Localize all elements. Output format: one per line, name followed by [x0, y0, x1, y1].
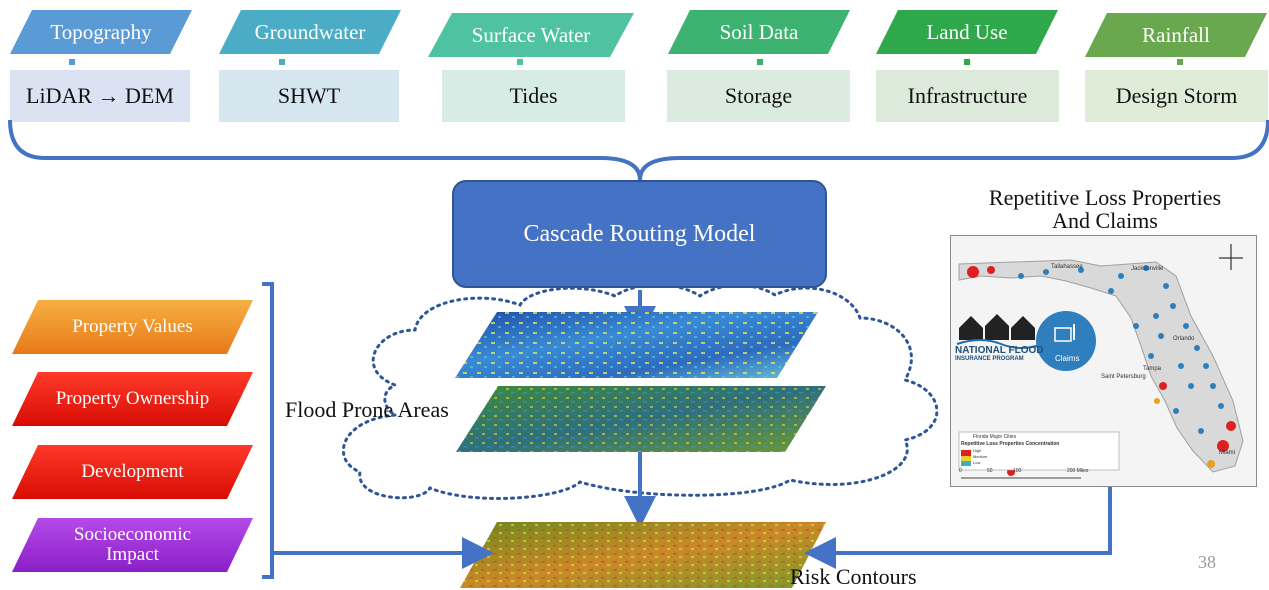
city-tampa: Tampa	[1143, 366, 1162, 372]
scale-100: 100	[1013, 468, 1022, 474]
connector-dot	[757, 59, 763, 65]
factor-development-label: Development	[81, 461, 184, 483]
legend-medium: Medium	[973, 454, 988, 459]
page-number: 38	[1198, 552, 1216, 572]
flood-prone-areas-label: Flood Prone Areas	[285, 397, 449, 422]
detail-shwt: SHWT	[219, 70, 399, 122]
map-title-line-1: Repetitive Loss Properties	[988, 185, 1222, 210]
legend-title: Repetitive Loss Properties Concentration	[961, 441, 1060, 447]
city-jacksonville: Jacksonville	[1131, 266, 1164, 272]
legend-cities: Florida Major Cities	[973, 434, 1017, 440]
scale-0: 0	[959, 468, 962, 474]
input-surface-water-label: Surface Water	[471, 22, 591, 47]
map-title: Repetitive Loss Properties And Claims	[950, 186, 1260, 232]
factor-development: Development	[10, 443, 255, 501]
factor-socioeconomic-impact-label: Socioeconomic Impact	[73, 524, 192, 565]
nfip-line-1: NATIONAL FLOOD	[955, 345, 1044, 356]
scale-50: 50	[987, 468, 993, 474]
input-topography: Topography	[10, 10, 192, 54]
scale-200-miles: 200 Miles	[1067, 468, 1089, 474]
cascade-routing-model: Cascade Routing Model	[452, 180, 827, 288]
input-surface-water: Surface Water	[428, 13, 634, 57]
repetitive-loss-map: Tallahassee Jacksonville Orlando Tampa S…	[950, 235, 1257, 487]
detail-tides: Tides	[442, 70, 625, 122]
input-groundwater-label: Groundwater	[254, 19, 366, 44]
input-topography-label: Topography	[50, 19, 152, 44]
florida-shape	[958, 259, 1244, 473]
nfip-line-2: INSURANCE PROGRAM	[955, 356, 1024, 362]
nfip-text: NATIONAL FLOOD INSURANCE PROGRAM	[955, 345, 1044, 363]
inputs-brace	[8, 119, 1269, 181]
input-rainfall-label: Rainfall	[1142, 22, 1210, 47]
connector-dot	[964, 59, 970, 65]
input-soil-data-label: Soil Data	[719, 19, 799, 44]
detail-lidar-dem: LiDAR → DEM	[10, 70, 190, 122]
claims-label: Claims	[1055, 354, 1080, 363]
legend-low: Low	[973, 460, 981, 465]
factor-property-ownership-label: Property Ownership	[55, 388, 210, 410]
factor-property-values-label: Property Values	[72, 316, 193, 338]
input-land-use-label: Land Use	[926, 19, 1008, 44]
city-tallahassee: Tallahassee	[1051, 264, 1083, 270]
map-title-line-2: And Claims	[1052, 208, 1158, 234]
risk-contours-label: Risk Contours	[790, 564, 917, 589]
city-saint-petersburg: Saint Petersburg	[1101, 374, 1146, 380]
city-orlando: Orlando	[1173, 336, 1195, 342]
factor-property-ownership: Property Ownership	[10, 370, 255, 428]
input-land-use: Land Use	[876, 10, 1058, 54]
detail-infrastructure: Infrastructure	[876, 70, 1059, 122]
legend-high: High	[973, 448, 982, 453]
connector-dot	[279, 59, 285, 65]
input-groundwater: Groundwater	[219, 10, 401, 54]
connector-dot	[69, 59, 75, 65]
input-soil-data: Soil Data	[668, 10, 850, 54]
factors-bracket	[262, 282, 274, 579]
compass-icon	[1219, 244, 1243, 270]
input-rainfall: Rainfall	[1085, 13, 1267, 57]
detail-storage: Storage	[667, 70, 850, 122]
city-miami: Miami	[1219, 450, 1235, 456]
detail-design-storm: Design Storm	[1085, 70, 1268, 122]
nfip-logo	[956, 314, 1044, 349]
factor-property-values: Property Values	[10, 298, 255, 356]
connector-dot	[517, 59, 523, 65]
connector-dot	[1177, 59, 1183, 65]
factor-socioeconomic-impact: Socioeconomic Impact	[10, 516, 255, 574]
